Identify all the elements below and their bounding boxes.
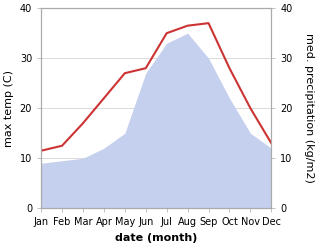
X-axis label: date (month): date (month) — [115, 233, 197, 243]
Y-axis label: med. precipitation (kg/m2): med. precipitation (kg/m2) — [304, 33, 314, 183]
Y-axis label: max temp (C): max temp (C) — [4, 70, 14, 147]
